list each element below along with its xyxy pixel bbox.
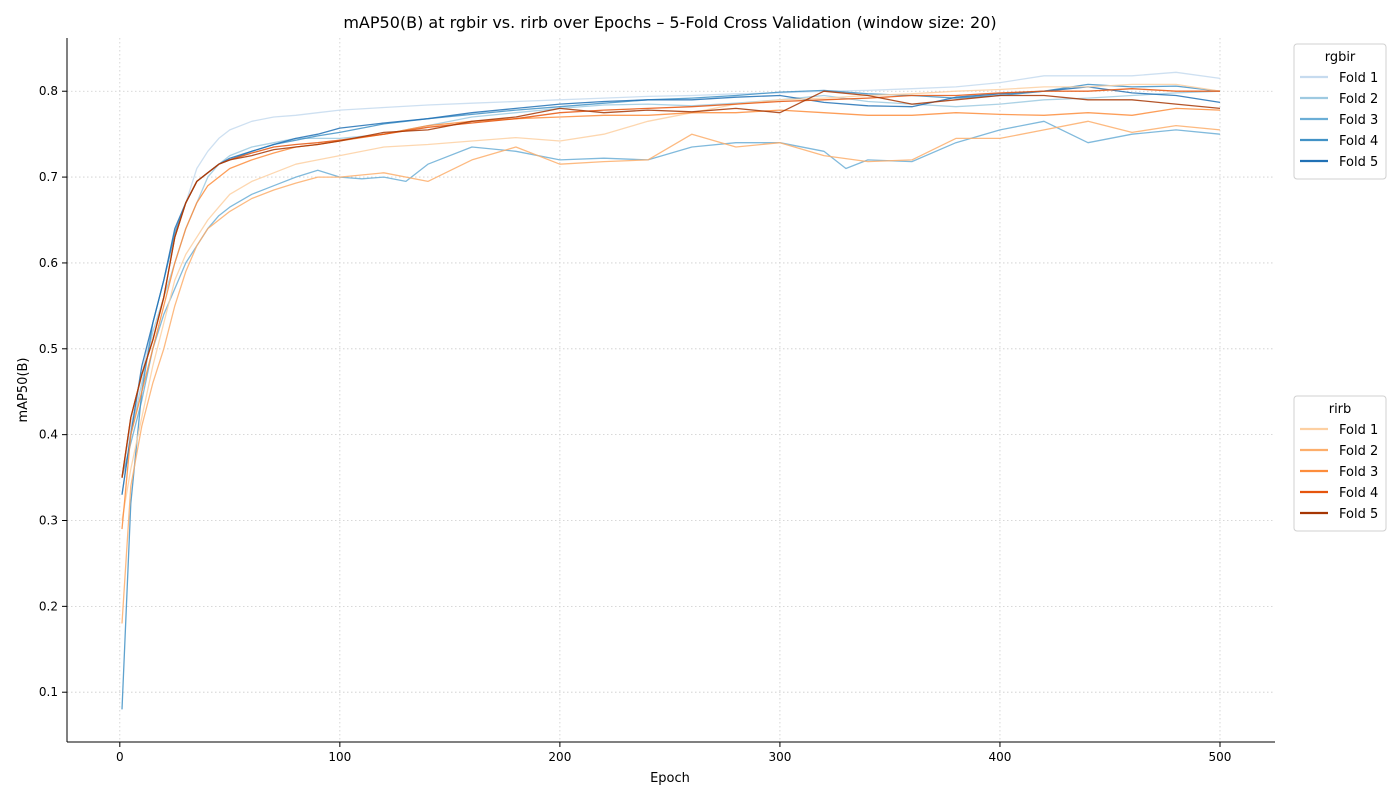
legend-label: Fold 4 bbox=[1339, 134, 1378, 149]
series-line-rirb-fold-1 bbox=[121, 83, 1221, 521]
x-axis-title: Epoch bbox=[650, 771, 690, 786]
axes-layer bbox=[66, 38, 1275, 743]
series-line-rgbir-fold-1 bbox=[121, 71, 1221, 478]
series-line-rirb-fold-3 bbox=[121, 107, 1221, 530]
series-line-rgbir-fold-2 bbox=[121, 90, 1221, 495]
y-tick-label: 0.4 bbox=[39, 428, 58, 442]
series-line-rgbir-fold-3 bbox=[121, 120, 1221, 478]
x-tick-label: 200 bbox=[548, 750, 571, 764]
y-tick-label: 0.3 bbox=[39, 513, 58, 527]
legend-title: rgbir bbox=[1325, 50, 1356, 65]
chart-title: mAP50(B) at rgbir vs. rirb over Epochs –… bbox=[343, 13, 996, 32]
grid-layer bbox=[67, 38, 1275, 742]
legend-label: Fold 3 bbox=[1339, 113, 1378, 128]
series-line-rirb-fold-5 bbox=[121, 90, 1221, 478]
y-tick-label: 0.7 bbox=[39, 170, 58, 184]
x-tick-label: 300 bbox=[768, 750, 791, 764]
y-tick-label: 0.1 bbox=[39, 685, 58, 699]
legend-label: Fold 1 bbox=[1339, 423, 1378, 438]
legend-label: Fold 5 bbox=[1339, 155, 1378, 170]
legends-layer: rgbir Fold 1 Fold 2 Fold 3 Fold 4 Fold 5 rirb F… bbox=[1293, 43, 1387, 532]
legend-label: Fold 1 bbox=[1339, 71, 1378, 86]
y-tick-label: 0.6 bbox=[39, 256, 58, 270]
legend-rgbir: rgbir Fold 1 Fold 2 Fold 3 Fold 4 Fold 5 bbox=[1293, 43, 1387, 180]
series-line-rirb-fold-2 bbox=[121, 120, 1221, 624]
legend-label: Fold 5 bbox=[1339, 507, 1378, 522]
legend-label: Fold 2 bbox=[1339, 92, 1378, 107]
series-lines-layer bbox=[121, 71, 1221, 710]
x-tick-label: 400 bbox=[989, 750, 1012, 764]
x-tick-label: 100 bbox=[328, 750, 351, 764]
series-line-rgbir-fold-4 bbox=[121, 83, 1221, 710]
y-tick-label: 0.8 bbox=[39, 84, 58, 98]
legend-label: Fold 3 bbox=[1339, 465, 1378, 480]
x-tick-label: 0 bbox=[116, 750, 124, 764]
legend-label: Fold 4 bbox=[1339, 486, 1378, 501]
legend-title: rirb bbox=[1329, 402, 1352, 417]
y-axis-title: mAP50(B) bbox=[16, 358, 31, 423]
legend-label: Fold 2 bbox=[1339, 444, 1378, 459]
ticks-layer: 0 100 200 300 400 500 0.1 0.2 0.3 0.4 0.5 0.6 0.7 0.8 bbox=[39, 84, 1232, 764]
y-tick-label: 0.2 bbox=[39, 599, 58, 613]
x-tick-label: 500 bbox=[1209, 750, 1232, 764]
legend-rirb: rirb Fold 1 Fold 2 Fold 3 Fold 4 Fold 5 bbox=[1293, 395, 1387, 532]
y-tick-label: 0.5 bbox=[39, 342, 58, 356]
